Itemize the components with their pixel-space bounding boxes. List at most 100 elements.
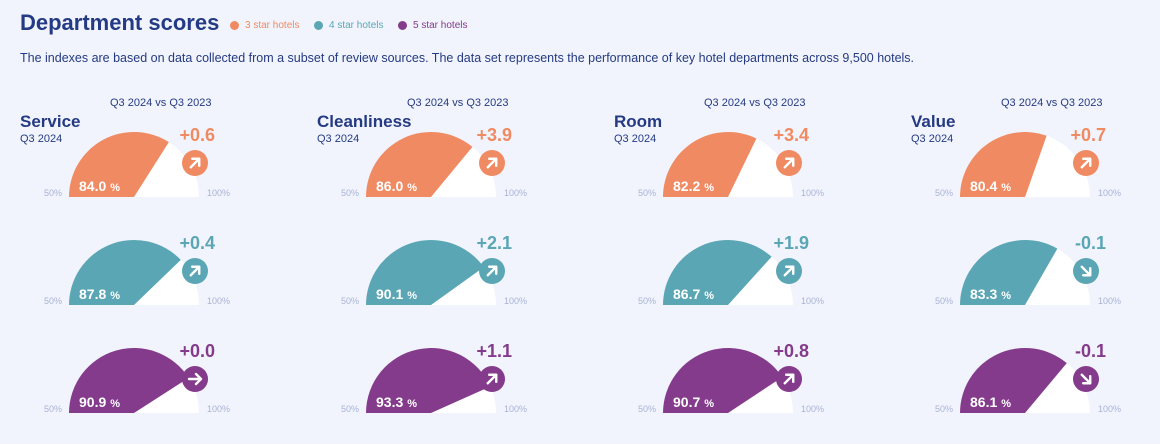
arrow-up-right-icon [182,150,208,176]
gauge: 90.7 % 50% 100% +0.8 [638,341,824,414]
range-max-label: 100% [1098,404,1121,414]
range-max-label: 100% [504,188,527,198]
range-max-label: 100% [207,188,230,198]
gauge-unit: % [704,398,714,410]
arrow-up-right-icon [776,258,802,284]
delta-value: +0.7 [1070,125,1106,145]
range-min-label: 50% [935,296,953,306]
gauge-value: 84.0% [79,178,120,194]
range-max-label: 100% [801,188,824,198]
gauge-value: 83.3% [970,286,1011,302]
arrow-up-right-icon [182,258,208,284]
gauge-group: 86.0 % 50% 100% +3.9 90.1 % 50% 100% +2.1 93.3 % 50%… [341,125,527,414]
range-max-label: 100% [801,296,824,306]
legend-item-3-star: 3 star hotels [230,20,299,31]
period-label: Q3 2024 [911,133,954,145]
gauge: 93.3 % 50% 100% +1.1 [341,341,527,414]
gauge: 87.8 % 50% 100% +0.4 [44,233,230,306]
gauge-value: 87.8% [79,286,120,302]
range-min-label: 50% [44,188,62,198]
range-min-label: 50% [44,296,62,306]
gauge: 80.4 % 50% 100% +0.7 [935,125,1121,198]
arrow-down-right-icon [1073,366,1099,392]
gauge-fill [69,239,181,305]
gauge: 90.1 % 50% 100% +2.1 [341,233,527,306]
gauge: 86.7 % 50% 100% +1.9 [638,233,824,306]
department-name: Room [614,112,663,131]
legend-label: 3 star hotels [245,20,300,31]
range-min-label: 50% [341,188,359,198]
gauge: 82.2 % 50% 100% +3.4 [638,125,824,198]
range-min-label: 50% [935,404,953,414]
legend-item-4-star: 4 star hotels [314,20,383,31]
gauge: 90.9 % 50% 100% +0.0 [44,341,230,414]
delta-value: -0.1 [1075,233,1106,253]
range-min-label: 50% [341,296,359,306]
gauge-unit: % [407,182,417,194]
gauge-value: 82.2% [673,178,714,194]
delta-value: +0.6 [179,125,215,145]
range-max-label: 100% [504,404,527,414]
legend-label: 5 star hotels [413,20,468,31]
period-label: Q3 2024 [614,133,657,145]
delta-value: +3.9 [476,125,512,145]
range-min-label: 50% [638,404,656,414]
arrow-right-icon [182,366,208,392]
department-name: Service [20,112,81,131]
delta-value: +0.0 [179,341,215,361]
delta-value: +3.4 [773,125,809,145]
gauge-fill [366,348,491,413]
gauge-fill [69,132,169,197]
range-max-label: 100% [1098,296,1121,306]
department-name: Cleanliness [317,112,412,131]
gauge-unit: % [407,290,417,302]
delta-value: +1.1 [476,341,512,361]
gauge-unit: % [704,182,714,194]
arrow-up-right-icon [479,258,505,284]
gauge-fill [960,132,1047,197]
delta-value: +0.4 [179,233,215,253]
gauge-group: 82.2 % 50% 100% +3.4 86.7 % 50% 100% +1.9 90.7 % 50%… [638,125,824,414]
delta-value: +0.8 [773,341,809,361]
delta-value: +1.9 [773,233,809,253]
gauge-fill [366,132,473,197]
comparison-label: Q3 2024 vs Q3 2023 [407,97,509,109]
range-min-label: 50% [935,188,953,198]
gauge-unit: % [1001,290,1011,302]
range-min-label: 50% [341,404,359,414]
gauge-value: 86.7% [673,286,714,302]
range-min-label: 50% [638,188,656,198]
range-min-label: 50% [44,404,62,414]
gauge-value: 86.0% [376,178,417,194]
comparison-label: Q3 2024 vs Q3 2023 [704,97,806,109]
description: The indexes are based on data collected … [20,51,915,65]
legend-item-5-star: 5 star hotels [398,20,467,31]
gauge-value: 93.3% [376,394,417,410]
gauge-unit: % [407,398,417,410]
arrow-up-right-icon [479,366,505,392]
comparison-label: Q3 2024 vs Q3 2023 [1001,97,1103,109]
gauge-value: 90.1% [376,286,417,302]
gauge-fill [960,347,1067,413]
gauge-fill [366,239,484,305]
range-max-label: 100% [207,404,230,414]
page-title: Department scores [20,10,220,35]
gauge-fill [663,347,783,413]
legend-dot-icon [314,21,323,30]
period-label: Q3 2024 [20,133,63,145]
legend-dot-icon [398,21,407,30]
gauge-unit: % [110,290,120,302]
gauge-unit: % [110,398,120,410]
arrow-up-right-icon [776,366,802,392]
gauge-unit: % [110,182,120,194]
gauge-unit: % [1001,182,1011,194]
gauge-unit: % [1001,398,1011,410]
gauge-group: 84.0 % 50% 100% +0.6 87.8 % 50% 100% +0.4 90.9 % 50%… [44,125,230,414]
gauge-fill [69,348,189,413]
range-min-label: 50% [638,296,656,306]
gauge: 86.1 % 50% 100% -0.1 [935,341,1121,414]
arrow-up-right-icon [1073,150,1099,176]
department-name: Value [911,112,956,131]
gauge-value: 80.4% [970,178,1011,194]
